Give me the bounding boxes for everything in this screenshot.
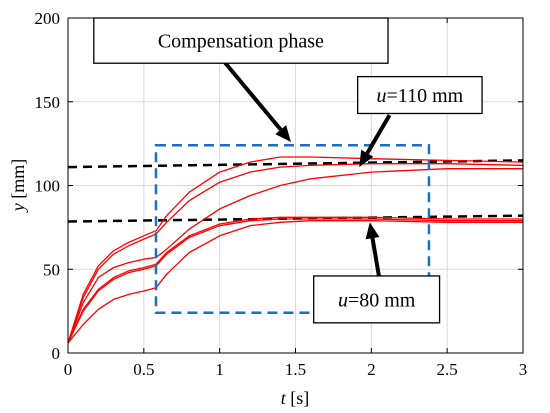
x-tick-label: 1: [215, 360, 224, 379]
y-tick-label: 100: [35, 177, 61, 196]
annotation-box: [93, 17, 389, 64]
response-curve: [68, 216, 523, 344]
annotation-arrow: [221, 58, 283, 131]
grid: [68, 18, 523, 353]
annotation-label: Compensation phase: [158, 31, 324, 53]
annotation-arrowhead: [275, 125, 291, 142]
annotation-box: [313, 275, 441, 324]
response-curve: [68, 220, 523, 344]
y-tick-label: 50: [43, 260, 60, 279]
y-tick-label: 0: [52, 344, 61, 363]
axis-ticks: 0 0.5 1 1.5 2 2.5 3 0 50 100 150 200: [35, 9, 528, 379]
x-tick-label: 0.5: [133, 360, 154, 379]
annotations: Compensation phase u=110 mm u=80 mm: [93, 17, 483, 324]
x-tick-label: 1.5: [285, 360, 306, 379]
y-axis-label: y [mm]: [8, 159, 28, 214]
response-curve: [68, 163, 523, 344]
annotation-label: u=110 mm: [377, 85, 464, 107]
annotation-arrowhead: [365, 222, 380, 240]
x-tick-label: 2.5: [437, 360, 458, 379]
annotation-arrow: [365, 114, 392, 155]
response-curve: [68, 156, 523, 344]
annotation-arrow: [370, 237, 381, 277]
x-tick-label: 2: [367, 360, 376, 379]
x-tick-label: 0: [64, 360, 73, 379]
x-tick-label: 3: [519, 360, 528, 379]
reference-line: [68, 159, 523, 169]
compensation-region: [154, 144, 431, 315]
x-axis-label: t [s]: [281, 388, 310, 408]
y-tick-label: 200: [35, 9, 61, 28]
y-tick-label: 150: [35, 93, 61, 112]
annotation-arrowhead: [359, 149, 374, 168]
response-curve: [68, 218, 523, 344]
annotation-box: [357, 75, 483, 115]
compensation-region-box: [154, 144, 431, 315]
response-curves: [68, 156, 523, 344]
annotation-label: u=80 mm: [338, 289, 416, 311]
response-curve: [68, 168, 523, 344]
